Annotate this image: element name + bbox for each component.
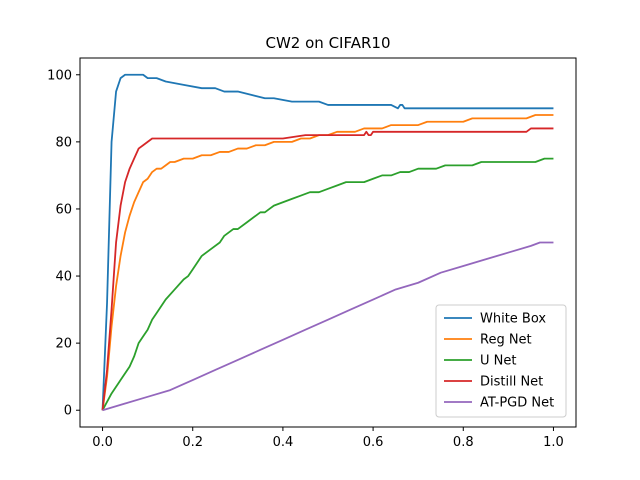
- series-line-2: [101, 157, 554, 411]
- y-tick-label: 40: [55, 270, 72, 285]
- x-tick-label: 1.0: [543, 435, 564, 450]
- y-tick-label: 100: [47, 68, 72, 83]
- legend-label-1: Reg Net: [480, 333, 532, 348]
- series-line-0: [101, 73, 554, 411]
- legend-label-2: U Net: [480, 354, 516, 369]
- legend-box: [435, 304, 567, 418]
- x-tick-label: 0.8: [453, 435, 474, 450]
- y-tick-label: 60: [55, 202, 72, 217]
- x-tick-label: 0.6: [363, 435, 384, 450]
- series-line-4: [102, 241, 554, 412]
- legend: White Box Reg Net U Net Distill Net AT-PGD N…: [435, 304, 567, 418]
- y-tick-label: 80: [55, 135, 72, 150]
- x-tick-label: 0.4: [273, 435, 294, 450]
- legend-label-4: AT-PGD Net: [480, 396, 554, 411]
- x-axis: 0.0 0.2 0.4 0.6 0.8 1.0: [92, 427, 564, 450]
- series-layer: [101, 73, 554, 412]
- legend-label-3: Distill Net: [480, 375, 543, 390]
- series-line-3: [101, 127, 554, 411]
- y-tick-label: 20: [55, 337, 72, 352]
- y-axis: 0 20 40 60 80 100: [47, 68, 80, 419]
- chart-title: CW2 on CIFAR10: [266, 34, 391, 52]
- plot-area-frame: [79, 57, 577, 428]
- x-tick-label: 0.2: [182, 435, 203, 450]
- series-line-1: [101, 114, 554, 411]
- legend-label-0: White Box: [480, 312, 546, 327]
- y-tick-label: 0: [64, 404, 72, 419]
- x-tick-label: 0.0: [92, 435, 113, 450]
